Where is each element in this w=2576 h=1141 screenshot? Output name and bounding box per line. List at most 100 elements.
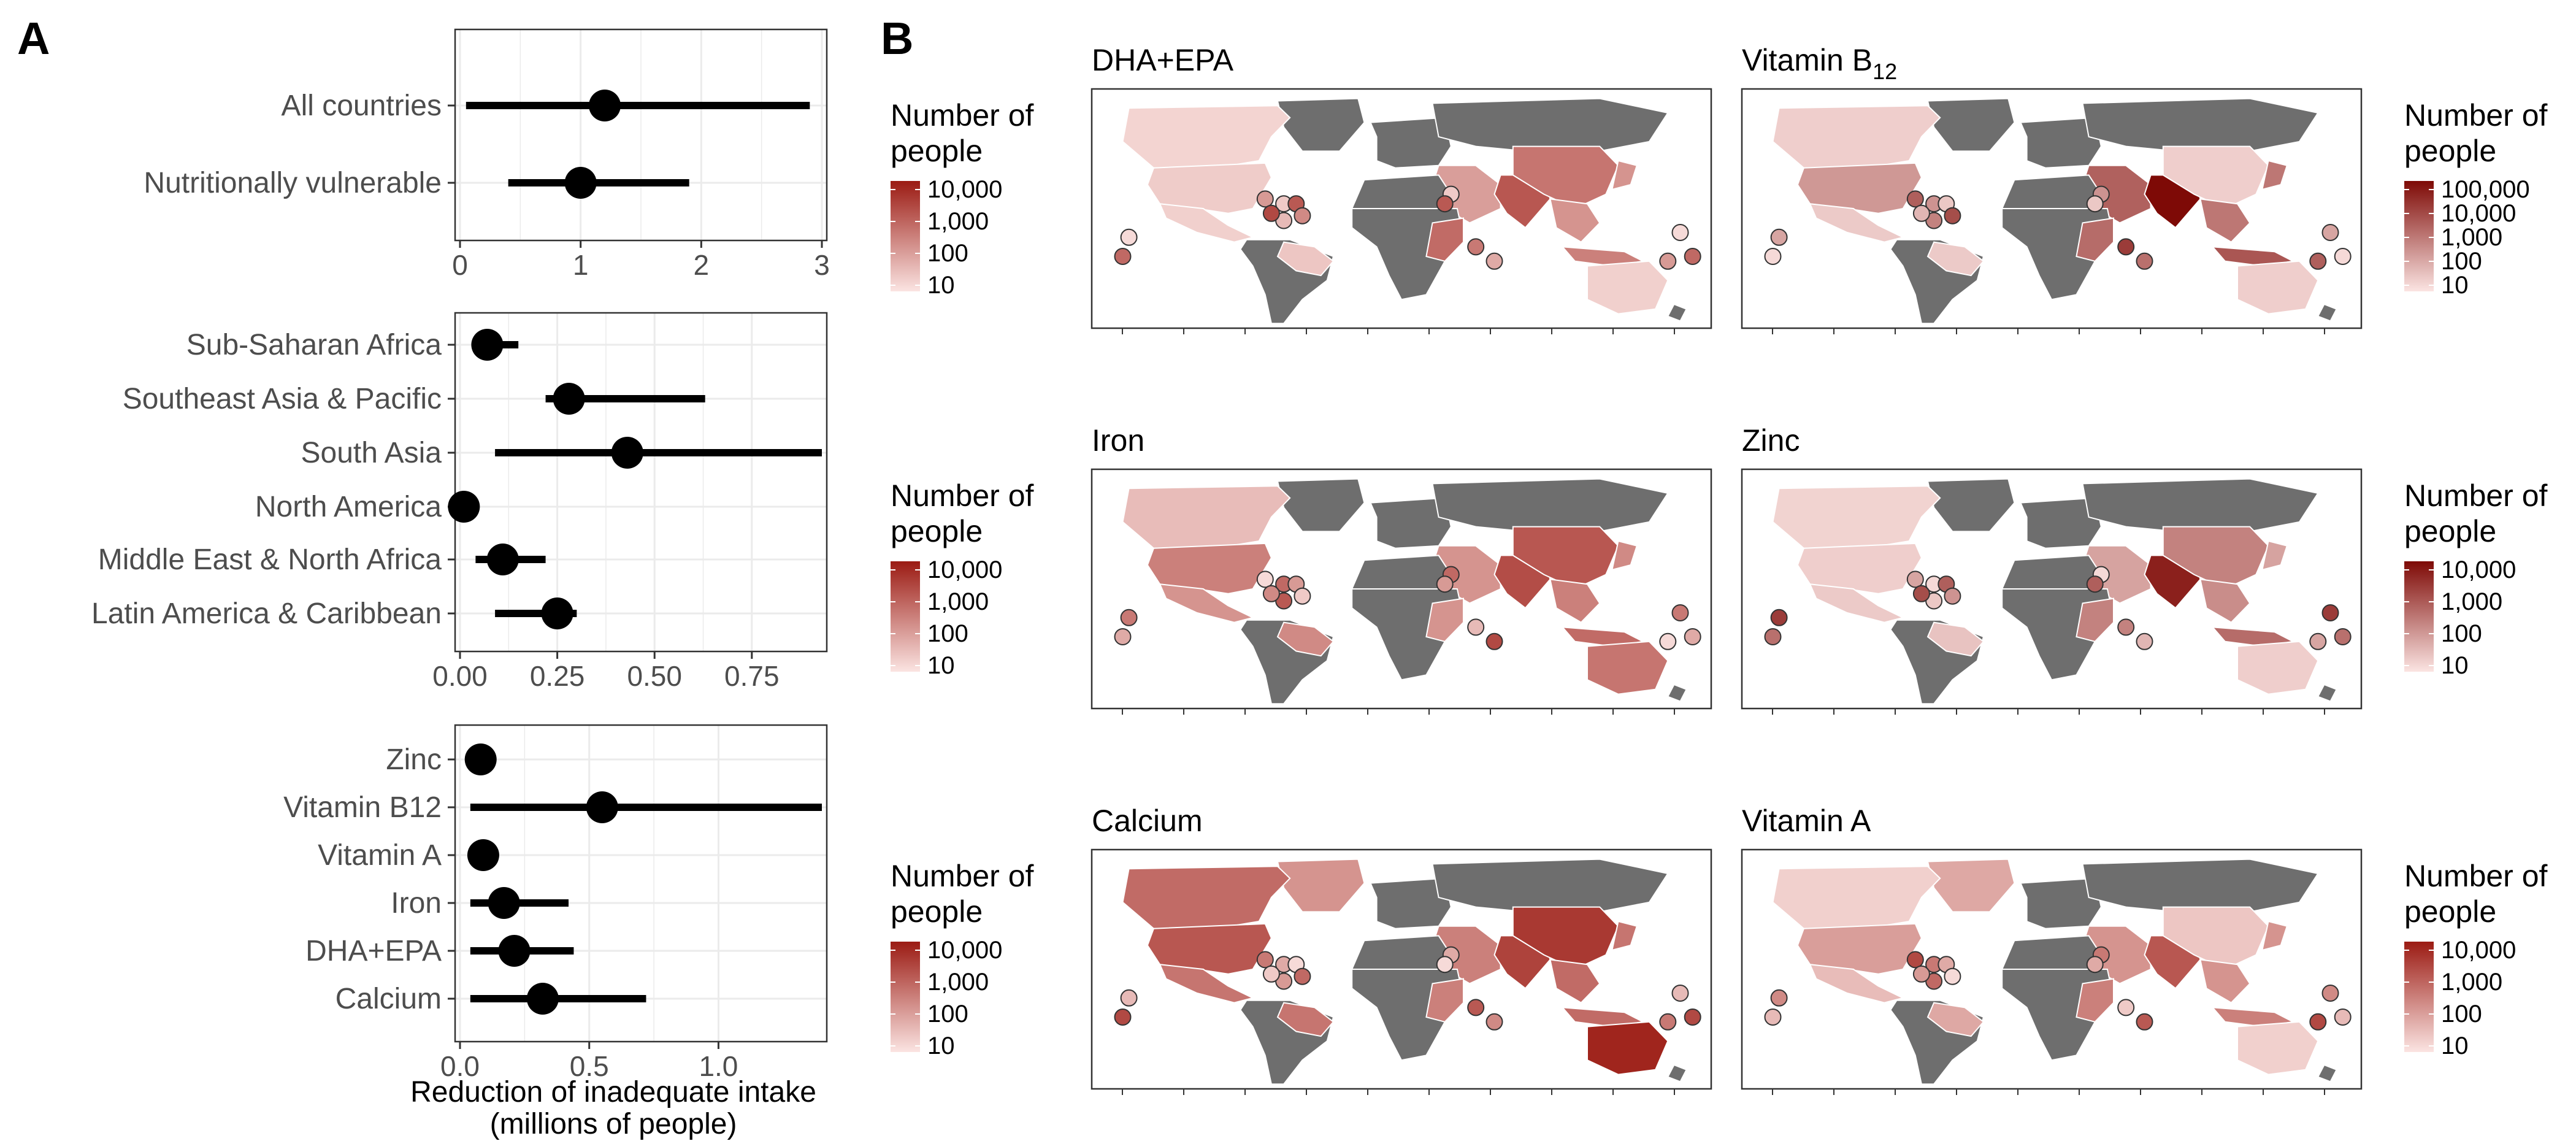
category-label: DHA+EPA (305, 935, 442, 967)
legend-label: 10 (2441, 1032, 2469, 1059)
map-island-point (1256, 570, 1274, 588)
legend-label: 100,000 (2441, 176, 2530, 203)
data-point (586, 791, 618, 823)
map-region-china (1512, 526, 1619, 590)
data-point (553, 383, 585, 415)
map-island-point (1671, 224, 1689, 241)
map-region-china (2162, 906, 2269, 970)
map-island-point (2086, 195, 2104, 213)
map-island-point (1684, 628, 1701, 645)
map-title: Calcium (1092, 804, 1203, 838)
map-region-russia (1432, 98, 1669, 152)
map-region-japan (1611, 540, 1638, 571)
map-region-australia (2237, 640, 2319, 695)
map-region-nz (1666, 1064, 1688, 1083)
map-island-point (1294, 207, 1311, 225)
map-region-southam_east (1276, 241, 1335, 277)
data-point (498, 935, 531, 967)
map-island-point (1770, 609, 1788, 626)
category-label: Sub-Saharan Africa (186, 329, 442, 361)
map-region-mexico (1159, 203, 1255, 243)
map-island-point (1912, 965, 1930, 983)
map-island-point (1684, 248, 1701, 265)
category-label: All countries (282, 90, 442, 122)
legend-color-bar (2404, 942, 2434, 1052)
map-island-point (1912, 585, 1930, 602)
map-island-point (2334, 248, 2352, 265)
map-region-australia (2237, 1021, 2319, 1075)
map-island-point (1684, 1008, 1701, 1026)
category-label: South Asia (301, 437, 442, 469)
map-region-seasia (2199, 578, 2251, 623)
map-island-point (1294, 967, 1311, 985)
map-island-point (1294, 587, 1311, 605)
map-region-mexico (1809, 203, 1905, 243)
map-region-australia (1587, 1021, 1669, 1075)
legend-title-line2: people (891, 134, 983, 168)
map-island-point (2321, 604, 2339, 621)
legend-label: 100 (2441, 1001, 2482, 1028)
map-island-point (1944, 587, 1961, 605)
map-region-usa (1146, 162, 1273, 214)
map-region-russia (1432, 858, 1669, 913)
panel-frame (454, 312, 828, 653)
legend-label: 10,000 (927, 937, 1002, 964)
legend-title: Number of (891, 478, 1034, 513)
map-region-greenland (1926, 858, 2015, 913)
map-region-nz (1666, 303, 1688, 322)
map-region-southam_east (1926, 241, 1985, 277)
map-island-point (1262, 585, 1280, 602)
map-region-canada (1772, 866, 1941, 929)
legend-label: 100 (2441, 248, 2482, 275)
map-region-japan (1611, 920, 1638, 951)
map-region-usa (1796, 542, 1923, 594)
map-island-point (1906, 190, 1924, 208)
category-label: Calcium (335, 983, 442, 1015)
legend-label: 100 (927, 1001, 968, 1028)
map-island-point (1671, 985, 1689, 1002)
map-island-point (1906, 570, 1924, 588)
legend-title-line2: people (2404, 894, 2496, 929)
legend-label: 1,000 (927, 208, 989, 235)
x-axis-title-line2: (millions of people) (490, 1108, 737, 1140)
forest-plot-regions: 0.00 0.25 0.50 0.75 Sub-Saharan Africa Southe… (91, 312, 828, 692)
map-island-point (2309, 632, 2327, 650)
map-island-point (2309, 252, 2327, 270)
x-tick-label: 0.0 (440, 1050, 480, 1082)
legend-label: 10,000 (2441, 556, 2516, 583)
map-island-point (2321, 985, 2339, 1002)
map-region-china (2162, 145, 2269, 210)
legend-color-bar (2404, 181, 2434, 291)
map-region-australia (2237, 260, 2319, 315)
legend-title-line2: people (2404, 134, 2496, 168)
legend-label: 10,000 (927, 176, 1002, 203)
x-tick-label: 0.00 (432, 660, 488, 692)
legend-title-line2: people (891, 894, 983, 929)
map-island-point (1659, 632, 1677, 650)
category-label: Iron (391, 887, 442, 920)
map-region-australia (1587, 260, 1669, 315)
data-point (464, 743, 497, 775)
map-region-nz (2317, 303, 2338, 322)
legend-title: Number of (2404, 98, 2548, 133)
category-label: Vitamin B12 (283, 791, 442, 824)
map-island-point (1467, 238, 1485, 256)
map-region-greenland (1276, 478, 1365, 532)
legend-title: Number of (2404, 478, 2548, 513)
category-label: North America (255, 491, 442, 523)
map-region-russia (1432, 478, 1669, 532)
data-point (486, 544, 519, 575)
data-point (564, 167, 597, 199)
map-region-usa (1146, 923, 1273, 975)
map-region-seasia (2199, 959, 2251, 1004)
legend-title-line2: people (2404, 514, 2496, 548)
legend-label: 100 (927, 620, 968, 647)
map-region-china (2162, 526, 2269, 590)
legend-label: 10,000 (2441, 200, 2516, 227)
map-island-point (2334, 1008, 2352, 1026)
legend-color-bar (891, 561, 920, 672)
data-point (526, 983, 559, 1015)
